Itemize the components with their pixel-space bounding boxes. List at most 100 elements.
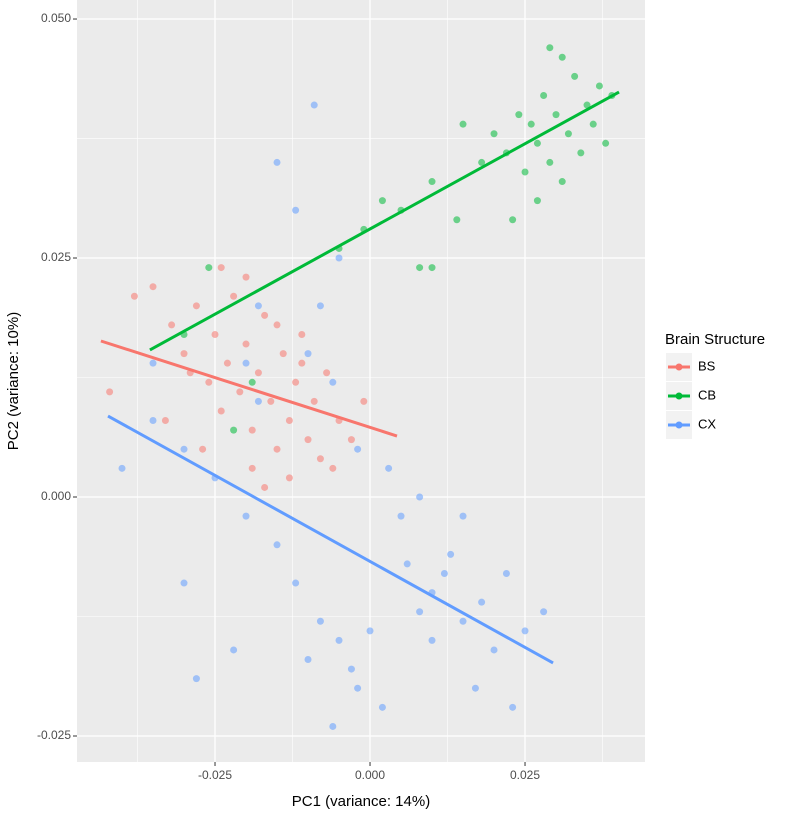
point (180, 445, 188, 453)
point (211, 330, 219, 338)
point (254, 397, 262, 405)
point (521, 168, 529, 176)
point (267, 397, 275, 405)
point (527, 120, 535, 128)
point (329, 378, 337, 386)
point (335, 636, 343, 644)
point (540, 92, 548, 100)
point (595, 82, 603, 90)
point (447, 550, 455, 558)
point (106, 388, 114, 396)
point (230, 646, 238, 654)
point (205, 264, 213, 272)
point (471, 684, 479, 692)
point (546, 44, 554, 52)
point (279, 350, 287, 358)
point (261, 311, 269, 319)
point (478, 598, 486, 606)
point (230, 292, 238, 300)
point (459, 120, 467, 128)
point (254, 369, 262, 377)
point (298, 359, 306, 367)
point (589, 120, 597, 128)
point (428, 178, 436, 186)
point (558, 53, 566, 61)
point (223, 359, 231, 367)
point (242, 340, 250, 348)
point (397, 512, 405, 520)
point (515, 111, 523, 119)
point (149, 359, 157, 367)
point (273, 158, 281, 166)
point (316, 302, 324, 310)
point (329, 722, 337, 730)
point (310, 397, 318, 405)
point (248, 464, 256, 472)
point (521, 627, 529, 635)
point (285, 417, 293, 425)
x-tick-label: 0.025 (510, 768, 540, 782)
point (323, 369, 331, 377)
point (540, 608, 548, 616)
point (192, 302, 200, 310)
point (440, 569, 448, 577)
point (192, 675, 200, 683)
point (354, 684, 362, 692)
point (130, 292, 138, 300)
point (261, 483, 269, 491)
point (199, 445, 207, 453)
y-tick-label: 0.000 (41, 489, 71, 503)
x-axis-title: PC1 (variance: 14%) (292, 793, 430, 810)
point (254, 302, 262, 310)
point (416, 264, 424, 272)
point (416, 608, 424, 616)
x-tick-label: -0.025 (198, 768, 232, 782)
point (329, 464, 337, 472)
point (416, 493, 424, 501)
fit-line (107, 414, 554, 665)
point (149, 283, 157, 291)
fit-line (149, 90, 620, 352)
point (161, 417, 169, 425)
point (366, 627, 374, 635)
point (546, 158, 554, 166)
point (242, 359, 250, 367)
point (273, 321, 281, 329)
point (360, 397, 368, 405)
point (149, 417, 157, 425)
point (180, 579, 188, 587)
point (298, 330, 306, 338)
point (558, 178, 566, 186)
point (273, 541, 281, 549)
point (304, 350, 312, 358)
legend-title: Brain Structure (665, 331, 765, 348)
point (378, 703, 386, 711)
point (577, 149, 585, 157)
point (347, 665, 355, 673)
point (459, 512, 467, 520)
point (304, 436, 312, 444)
y-tick-label: 0.050 (41, 11, 71, 25)
point (509, 703, 517, 711)
point (236, 388, 244, 396)
point (509, 216, 517, 224)
point (583, 101, 591, 109)
legend-label: BS (698, 358, 716, 373)
point (428, 264, 436, 272)
point (564, 130, 572, 138)
point (335, 254, 343, 262)
y-tick-label: -0.025 (37, 728, 71, 742)
fit-line (100, 339, 398, 438)
point (378, 197, 386, 205)
point (354, 445, 362, 453)
point (285, 474, 293, 482)
point (453, 216, 461, 224)
point (316, 455, 324, 463)
point (347, 436, 355, 444)
point (428, 636, 436, 644)
point (502, 569, 510, 577)
point (310, 101, 318, 109)
point (304, 656, 312, 664)
point (490, 646, 498, 654)
